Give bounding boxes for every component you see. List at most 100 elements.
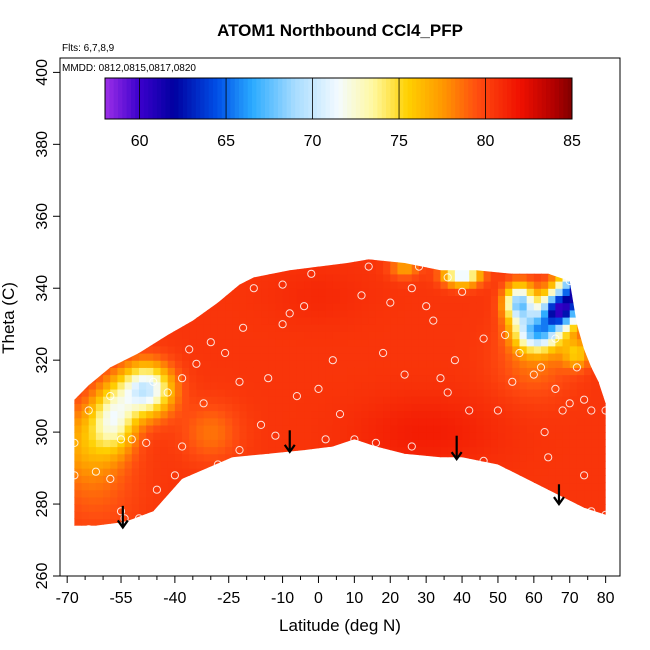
heatmap-cell xyxy=(153,288,162,297)
heatmap-cell xyxy=(454,352,463,361)
heatmap-cell xyxy=(103,388,111,397)
heatmap-cell xyxy=(469,417,478,426)
heatmap-cell xyxy=(541,482,549,491)
heatmap-cell xyxy=(347,403,355,412)
heatmap-cell xyxy=(526,396,535,404)
heatmap-cell xyxy=(81,417,90,426)
heatmap-cell xyxy=(512,468,521,476)
heatmap-cell xyxy=(433,302,442,311)
heatmap-cell xyxy=(217,309,226,318)
heatmap-cell xyxy=(383,468,391,476)
heatmap-cell xyxy=(138,338,147,347)
sample-point xyxy=(292,392,301,401)
heatmap-cell xyxy=(110,374,119,383)
heatmap-cell xyxy=(117,324,126,332)
heatmap-cell xyxy=(88,360,97,368)
sample-point xyxy=(551,384,560,393)
heatmap-cell xyxy=(347,367,355,376)
heatmap-cell xyxy=(81,367,90,376)
heatmap-cell xyxy=(426,526,434,534)
heatmap-cell xyxy=(598,460,606,469)
heatmap-cell xyxy=(375,331,384,340)
heatmap-cell xyxy=(426,331,434,340)
heatmap-cell xyxy=(497,302,506,311)
heatmap-cell xyxy=(217,360,226,368)
heatmap-cell xyxy=(225,511,233,520)
heatmap-cell xyxy=(548,331,556,340)
heatmap-cell xyxy=(311,331,320,340)
heatmap-cell xyxy=(210,468,219,476)
heatmap-cell xyxy=(95,273,104,282)
heatmap-cell xyxy=(591,504,600,512)
heatmap-cell xyxy=(354,489,363,498)
heatmap-cell xyxy=(390,338,399,347)
heatmap-cell xyxy=(591,482,600,491)
heatmap-cell xyxy=(375,403,384,412)
heatmap-cell xyxy=(204,526,212,534)
heatmap-cell xyxy=(174,432,183,440)
heatmap-cell xyxy=(447,374,456,383)
heatmap-cell xyxy=(497,317,506,325)
heatmap-cell xyxy=(340,388,348,397)
heatmap-cell xyxy=(484,526,492,534)
heatmap-cell xyxy=(275,352,284,361)
heatmap-cell xyxy=(347,518,355,526)
y-tick-label: 360 xyxy=(34,203,51,230)
colorbar-segment xyxy=(450,78,456,119)
heatmap-cell xyxy=(390,302,399,311)
heatmap-cell xyxy=(167,424,176,433)
heatmap-cell xyxy=(361,388,370,397)
heatmap-cell xyxy=(519,511,528,520)
heatmap-cell xyxy=(426,381,434,390)
heatmap-cell xyxy=(490,424,499,433)
heatmap-cell xyxy=(304,338,312,347)
heatmap-cell xyxy=(167,281,176,289)
heatmap-cell xyxy=(189,410,198,419)
heatmap-cell xyxy=(182,511,190,520)
heatmap-cell xyxy=(268,460,276,469)
heatmap-cell xyxy=(440,317,449,325)
heatmap-cell xyxy=(606,475,614,483)
heatmap-cell xyxy=(239,388,248,397)
heatmap-cell xyxy=(548,381,556,390)
heatmap-cell xyxy=(519,396,528,404)
heatmap-cell xyxy=(117,410,126,419)
heatmap-cell xyxy=(476,410,485,419)
heatmap-cell xyxy=(368,345,377,354)
heatmap-cell xyxy=(261,446,269,455)
heatmap-cell xyxy=(598,317,606,325)
heatmap-cell xyxy=(390,518,399,526)
heatmap-cell xyxy=(268,424,276,433)
heatmap-cell xyxy=(469,259,478,268)
heatmap-cell xyxy=(411,439,420,448)
heatmap-cell xyxy=(283,526,291,534)
heatmap-cell xyxy=(74,482,75,491)
colorbar-segment xyxy=(204,78,210,119)
heatmap-cell xyxy=(505,496,513,505)
heatmap-cell xyxy=(289,396,298,404)
heatmap-cell xyxy=(88,424,97,433)
heatmap-cell xyxy=(325,367,334,376)
heatmap-cell xyxy=(375,460,384,469)
heatmap-cell xyxy=(268,482,276,491)
heatmap-cell xyxy=(167,338,176,347)
colorbar-segment xyxy=(541,78,547,119)
heatmap-cell xyxy=(95,453,104,462)
heatmap-cell xyxy=(268,439,276,448)
colorbar-segment xyxy=(463,78,469,119)
heatmap-cell xyxy=(462,324,470,332)
heatmap-cell xyxy=(174,504,183,512)
heatmap-cell xyxy=(88,504,97,512)
heatmap-cell xyxy=(189,475,198,484)
heatmap-cell xyxy=(146,288,154,297)
heatmap-cell xyxy=(131,266,140,275)
heatmap-cell xyxy=(167,504,176,512)
heatmap-cell xyxy=(462,496,470,505)
heatmap-cell xyxy=(462,381,470,390)
heatmap-cell xyxy=(533,439,542,448)
heatmap-cell xyxy=(124,317,133,325)
heatmap-cell xyxy=(81,317,90,325)
heatmap-cell xyxy=(332,302,341,311)
heatmap-cell xyxy=(411,331,420,340)
heatmap-cell xyxy=(196,259,205,261)
